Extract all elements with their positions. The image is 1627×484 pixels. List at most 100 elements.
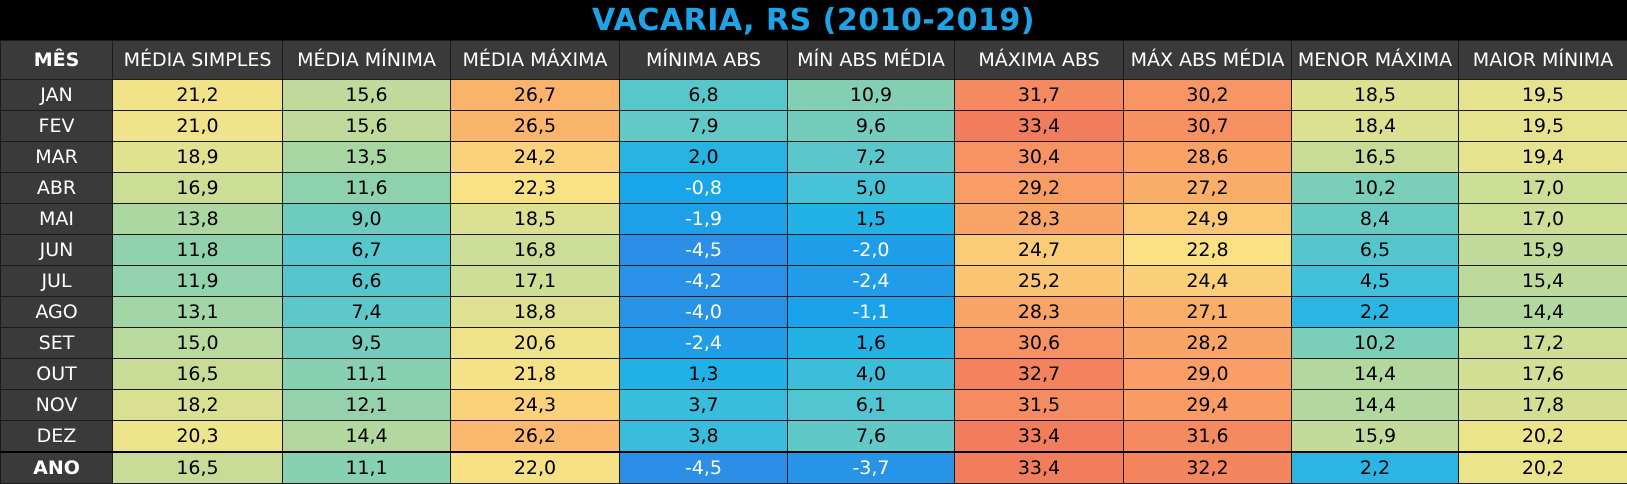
data-cell: 28,3 xyxy=(955,297,1124,328)
data-cell: 15,9 xyxy=(1459,235,1627,266)
data-cell: 15,0 xyxy=(113,328,283,359)
data-cell: 14,4 xyxy=(283,421,451,453)
row-label: AGO xyxy=(1,297,113,328)
data-cell: 31,5 xyxy=(955,390,1124,421)
data-cell: 11,1 xyxy=(283,452,451,484)
data-cell: -1,9 xyxy=(620,204,788,235)
data-cell: 26,5 xyxy=(451,111,620,142)
row-label: NOV xyxy=(1,390,113,421)
data-cell: 16,9 xyxy=(113,173,283,204)
data-cell: 24,4 xyxy=(1124,266,1292,297)
data-cell: 24,7 xyxy=(955,235,1124,266)
column-header: MÍN ABS MÉDIA xyxy=(788,41,955,80)
column-header: MÉDIA MÍNIMA xyxy=(283,41,451,80)
data-cell: 17,0 xyxy=(1459,204,1627,235)
row-label: OUT xyxy=(1,359,113,390)
data-cell: 30,7 xyxy=(1124,111,1292,142)
data-cell: 32,2 xyxy=(1124,452,1292,484)
data-cell: 16,5 xyxy=(113,452,283,484)
data-cell: 18,5 xyxy=(451,204,620,235)
data-cell: 17,6 xyxy=(1459,359,1627,390)
row-label: MAR xyxy=(1,142,113,173)
data-cell: 22,8 xyxy=(1124,235,1292,266)
data-cell: 28,3 xyxy=(955,204,1124,235)
data-cell: 10,9 xyxy=(788,80,955,111)
data-cell: 14,4 xyxy=(1292,359,1459,390)
data-cell: 11,1 xyxy=(283,359,451,390)
column-header: MÁX ABS MÉDIA xyxy=(1124,41,1292,80)
data-cell: 11,8 xyxy=(113,235,283,266)
data-cell: -1,1 xyxy=(788,297,955,328)
data-cell: 1,6 xyxy=(788,328,955,359)
data-cell: 14,4 xyxy=(1459,297,1627,328)
row-label: ABR xyxy=(1,173,113,204)
row-label: JUN xyxy=(1,235,113,266)
data-cell: 18,2 xyxy=(113,390,283,421)
data-cell: 2,0 xyxy=(620,142,788,173)
data-cell: 30,4 xyxy=(955,142,1124,173)
data-cell: 33,4 xyxy=(955,111,1124,142)
data-cell: -2,0 xyxy=(788,235,955,266)
column-header: MÍNIMA ABS xyxy=(620,41,788,80)
data-cell: 3,7 xyxy=(620,390,788,421)
data-cell: 3,8 xyxy=(620,421,788,453)
data-cell: 21,0 xyxy=(113,111,283,142)
data-cell: 18,8 xyxy=(451,297,620,328)
data-cell: 26,2 xyxy=(451,421,620,453)
data-cell: 16,8 xyxy=(451,235,620,266)
data-cell: 24,9 xyxy=(1124,204,1292,235)
data-cell: 20,3 xyxy=(113,421,283,453)
data-cell: 4,5 xyxy=(1292,266,1459,297)
data-cell: 30,2 xyxy=(1124,80,1292,111)
data-cell: 15,6 xyxy=(283,80,451,111)
data-cell: 18,9 xyxy=(113,142,283,173)
data-cell: 27,2 xyxy=(1124,173,1292,204)
data-cell: 33,4 xyxy=(955,421,1124,453)
data-cell: 30,6 xyxy=(955,328,1124,359)
column-header-mes: MÊS xyxy=(1,41,113,80)
data-cell: 15,6 xyxy=(283,111,451,142)
column-header: MAIOR MÍNIMA xyxy=(1459,41,1627,80)
data-cell: 24,3 xyxy=(451,390,620,421)
data-cell: 29,2 xyxy=(955,173,1124,204)
data-cell: 9,0 xyxy=(283,204,451,235)
data-cell: 18,4 xyxy=(1292,111,1459,142)
data-cell: 10,2 xyxy=(1292,173,1459,204)
row-label: DEZ xyxy=(1,421,113,453)
data-cell: 28,6 xyxy=(1124,142,1292,173)
data-cell: 6,1 xyxy=(788,390,955,421)
data-cell: 19,5 xyxy=(1459,111,1627,142)
data-cell: 9,5 xyxy=(283,328,451,359)
data-cell: -4,0 xyxy=(620,297,788,328)
row-label: FEV xyxy=(1,111,113,142)
row-label: MAI xyxy=(1,204,113,235)
data-cell: 16,5 xyxy=(1292,142,1459,173)
data-cell: 10,2 xyxy=(1292,328,1459,359)
data-cell: 11,9 xyxy=(113,266,283,297)
data-cell: 31,7 xyxy=(955,80,1124,111)
data-cell: -4,5 xyxy=(620,235,788,266)
data-cell: 20,2 xyxy=(1459,421,1627,453)
data-cell: 6,5 xyxy=(1292,235,1459,266)
row-label: ANO xyxy=(1,452,113,484)
column-header: MENOR MÁXIMA xyxy=(1292,41,1459,80)
data-cell: -4,5 xyxy=(620,452,788,484)
data-cell: 15,4 xyxy=(1459,266,1627,297)
data-cell: 12,1 xyxy=(283,390,451,421)
data-cell: 22,3 xyxy=(451,173,620,204)
data-cell: 17,8 xyxy=(1459,390,1627,421)
data-cell: 29,0 xyxy=(1124,359,1292,390)
